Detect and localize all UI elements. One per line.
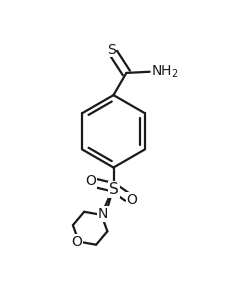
Text: O: O xyxy=(126,193,137,207)
Text: S: S xyxy=(109,182,119,197)
Text: S: S xyxy=(107,42,116,57)
Text: O: O xyxy=(85,174,96,188)
Text: NH$_2$: NH$_2$ xyxy=(151,64,179,80)
Text: N: N xyxy=(98,207,108,221)
Text: O: O xyxy=(71,235,82,249)
